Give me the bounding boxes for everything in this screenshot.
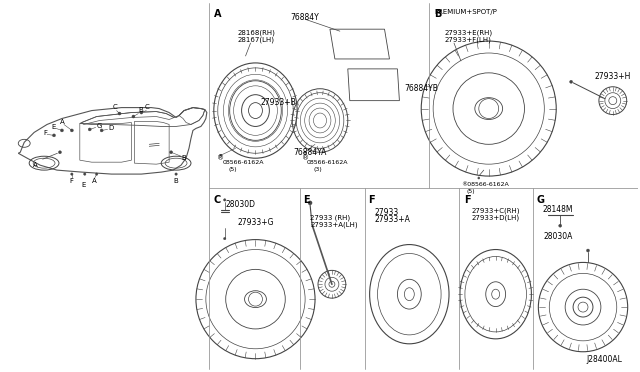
Circle shape [223,237,226,240]
Text: 27933: 27933 [374,208,399,217]
Text: F: F [70,178,74,184]
Text: 28168(RH): 28168(RH) [237,29,275,36]
Text: E: E [303,195,310,205]
Text: (3): (3) [313,167,322,172]
Text: G: G [97,124,102,129]
Text: B: B [173,178,179,184]
Circle shape [478,177,480,179]
Text: (5): (5) [467,189,476,194]
Text: A: A [214,9,221,19]
Text: ®08566-6162A: ®08566-6162A [461,182,509,187]
Circle shape [100,129,103,132]
Circle shape [88,128,92,131]
Text: C: C [145,103,150,110]
Text: B: B [434,9,442,19]
Text: 27933+E(RH): 27933+E(RH) [444,29,492,36]
Text: 76884Y: 76884Y [291,13,319,22]
Text: C: C [112,103,117,110]
Circle shape [170,151,173,154]
Circle shape [118,112,121,115]
Circle shape [559,224,562,227]
Text: 27933+F(LH): 27933+F(LH) [444,36,491,43]
Circle shape [132,115,135,118]
Text: 27933+H: 27933+H [595,72,631,81]
Text: 27933+B: 27933+B [260,98,296,107]
Text: F: F [464,195,470,205]
Circle shape [70,129,74,132]
Text: E: E [52,125,56,131]
Text: B: B [181,155,186,161]
Circle shape [140,111,143,114]
Text: 76884YA: 76884YA [293,148,326,157]
Text: 27933+D(LH): 27933+D(LH) [472,215,520,221]
Circle shape [95,173,98,175]
Circle shape [58,151,61,154]
Text: 76884YB: 76884YB [404,84,438,93]
Circle shape [586,249,589,252]
Circle shape [175,173,177,175]
Circle shape [223,199,226,201]
Text: ®: ® [301,155,308,161]
Text: 08566-6162A: 08566-6162A [307,160,349,165]
Text: G: G [536,195,545,205]
Text: 28148M: 28148M [543,205,573,214]
Text: A: A [33,162,38,168]
Text: A: A [60,119,64,125]
Text: D: D [109,125,114,131]
Circle shape [220,154,221,156]
Text: B: B [138,106,143,113]
Text: (5): (5) [228,167,237,172]
Text: 28030D: 28030D [226,200,256,209]
Circle shape [304,151,306,153]
Text: C: C [214,195,221,205]
Text: 27933 (RH): 27933 (RH) [310,215,350,221]
Text: E: E [81,182,86,188]
Text: F: F [367,195,374,205]
Text: F: F [43,131,47,137]
Text: 27933+A(LH): 27933+A(LH) [310,222,358,228]
Text: 27933+G: 27933+G [237,218,274,227]
Text: 28167(LH): 28167(LH) [237,36,275,43]
Circle shape [70,173,73,175]
Text: J28400AL: J28400AL [587,355,623,364]
Text: 27933+A: 27933+A [374,215,410,224]
Text: 28030A: 28030A [543,232,573,241]
Text: PREMIUM+SPOT/P: PREMIUM+SPOT/P [434,9,497,15]
Circle shape [60,129,63,132]
Text: ®: ® [217,155,224,161]
Circle shape [570,80,573,83]
Circle shape [52,134,56,137]
Text: 27933+C(RH): 27933+C(RH) [472,208,520,214]
Text: 08566-6162A: 08566-6162A [223,160,264,165]
Text: A: A [92,178,97,184]
Circle shape [84,173,86,175]
Circle shape [308,201,312,205]
